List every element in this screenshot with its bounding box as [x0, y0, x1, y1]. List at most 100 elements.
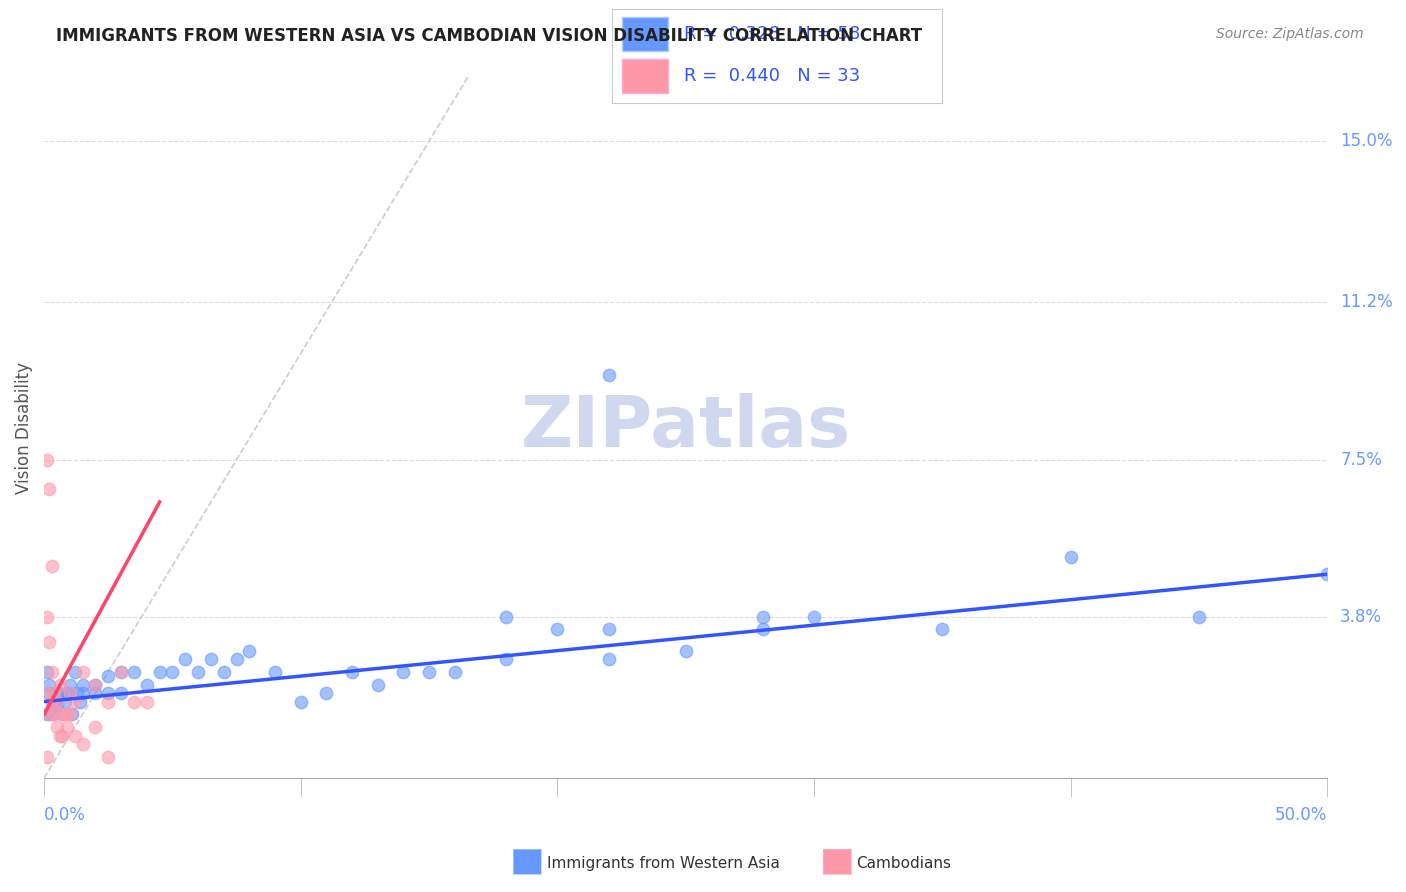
Point — [72, 677, 94, 691]
Point — [72, 686, 94, 700]
Point — [56, 720, 79, 734]
Point — [340, 665, 363, 679]
Text: Cambodians: Cambodians — [856, 856, 952, 871]
Point — [38, 677, 60, 691]
Point — [53, 707, 76, 722]
Text: Source: ZipAtlas.com: Source: ZipAtlas.com — [1216, 27, 1364, 41]
Point — [200, 652, 222, 666]
Point — [225, 652, 247, 666]
Point — [48, 677, 70, 691]
Point — [46, 686, 69, 700]
Point — [392, 665, 415, 679]
Point — [135, 677, 157, 691]
Point — [63, 729, 86, 743]
Point — [41, 665, 63, 679]
Point — [35, 707, 58, 722]
Point — [48, 729, 70, 743]
Text: 7.5%: 7.5% — [1340, 450, 1382, 468]
Point — [675, 643, 697, 657]
Point — [315, 686, 337, 700]
Point — [212, 665, 235, 679]
Point — [35, 686, 58, 700]
Point — [97, 749, 120, 764]
Point — [84, 686, 107, 700]
Y-axis label: Vision Disability: Vision Disability — [15, 362, 32, 494]
Point — [238, 643, 260, 657]
Point — [51, 729, 73, 743]
Point — [110, 686, 132, 700]
Point — [187, 665, 209, 679]
Point — [51, 707, 73, 722]
Point — [97, 695, 120, 709]
Point — [264, 665, 287, 679]
Text: Immigrants from Western Asia: Immigrants from Western Asia — [547, 856, 780, 871]
Point — [35, 609, 58, 624]
Point — [66, 686, 89, 700]
Point — [63, 695, 86, 709]
Point — [60, 707, 83, 722]
Point — [1188, 609, 1211, 624]
Point — [367, 677, 389, 691]
Point — [122, 695, 145, 709]
Text: 11.2%: 11.2% — [1340, 293, 1393, 311]
Point — [72, 737, 94, 751]
Point — [290, 695, 312, 709]
Point — [38, 686, 60, 700]
Point — [51, 707, 73, 722]
Text: 15.0%: 15.0% — [1340, 132, 1393, 150]
Point — [751, 609, 773, 624]
Point — [495, 652, 517, 666]
Point — [495, 609, 517, 624]
Point — [84, 677, 107, 691]
Point — [46, 720, 69, 734]
Point — [69, 695, 91, 709]
Point — [46, 695, 69, 709]
Point — [44, 707, 66, 722]
Text: 50.0%: 50.0% — [1275, 806, 1327, 824]
Point — [174, 652, 197, 666]
Point — [122, 665, 145, 679]
Point — [41, 558, 63, 573]
Point — [110, 665, 132, 679]
Point — [803, 609, 825, 624]
Point — [135, 695, 157, 709]
Point — [110, 665, 132, 679]
Point — [59, 686, 82, 700]
Point — [931, 623, 953, 637]
Point — [97, 669, 120, 683]
Point — [162, 665, 184, 679]
Point — [59, 707, 82, 722]
Point — [63, 665, 86, 679]
Point — [84, 720, 107, 734]
Text: 3.8%: 3.8% — [1340, 607, 1382, 625]
Point — [41, 707, 63, 722]
Point — [598, 623, 620, 637]
Text: 0.0%: 0.0% — [44, 806, 86, 824]
Point — [41, 695, 63, 709]
Point — [48, 686, 70, 700]
Point — [59, 686, 82, 700]
Point — [35, 452, 58, 467]
Point — [598, 368, 620, 382]
Point — [38, 483, 60, 497]
Point — [38, 635, 60, 649]
Point — [35, 749, 58, 764]
Text: R =  0.440   N = 33: R = 0.440 N = 33 — [685, 68, 860, 86]
Point — [546, 623, 568, 637]
Text: ZIPatlas: ZIPatlas — [520, 393, 851, 462]
Point — [598, 652, 620, 666]
Point — [44, 686, 66, 700]
Point — [443, 665, 465, 679]
Text: IMMIGRANTS FROM WESTERN ASIA VS CAMBODIAN VISION DISABILITY CORRELATION CHART: IMMIGRANTS FROM WESTERN ASIA VS CAMBODIA… — [56, 27, 922, 45]
Point — [418, 665, 440, 679]
Point — [97, 686, 120, 700]
Point — [149, 665, 172, 679]
Point — [38, 707, 60, 722]
Point — [1060, 550, 1083, 565]
Point — [35, 665, 58, 679]
Point — [56, 686, 79, 700]
Point — [59, 677, 82, 691]
Point — [46, 698, 69, 713]
Point — [41, 695, 63, 709]
Text: R =  0.328   N = 58: R = 0.328 N = 58 — [685, 25, 860, 43]
